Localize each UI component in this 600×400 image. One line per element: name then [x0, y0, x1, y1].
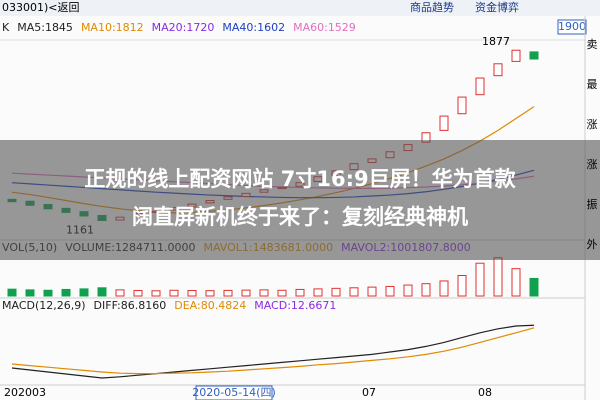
back-link[interactable]: 033001)<返回 — [2, 1, 80, 14]
date-label: 08 — [478, 386, 492, 399]
banner-line: 正规的线上配资网站 7寸16:9巨屏！华为首款 — [84, 167, 516, 191]
side-label: 振 — [587, 197, 598, 211]
banner-line: 阔直屏新机终于来了：复刻经典神机 — [132, 205, 468, 229]
tab[interactable]: 商品趋势 — [410, 0, 454, 14]
date-label: 2020-05-14(四) — [192, 386, 276, 399]
indicator-value: MA40:1602 — [222, 21, 285, 34]
volume-bar — [7, 288, 17, 297]
tab[interactable]: 资金博弈 — [475, 0, 519, 14]
indicator-value: MA20:1720 — [152, 21, 215, 34]
candle — [529, 51, 539, 60]
volume-bar — [295, 288, 305, 297]
top-bar — [0, 0, 600, 16]
volume-bar — [151, 290, 161, 297]
volume-bar — [79, 288, 89, 297]
side-label: 最 — [587, 78, 598, 91]
macd-line — [11, 327, 535, 375]
volume-bar — [475, 262, 485, 297]
volume-bar — [403, 284, 413, 297]
side-label: 卖 — [587, 38, 598, 51]
indicator-value: MACD:12.6671 — [254, 299, 336, 312]
candle — [493, 63, 503, 77]
indicator-value: MA5:1845 — [17, 21, 73, 34]
price-annotation: 1877 — [482, 35, 510, 48]
volume-bar — [97, 287, 107, 297]
volume-bar — [511, 268, 521, 297]
volume-bar — [169, 289, 179, 297]
candle — [511, 49, 521, 62]
indicator-value: MA60:1529 — [293, 21, 356, 34]
volume-bar — [259, 289, 269, 297]
side-label: 外 — [587, 238, 598, 251]
row-label: MACD(12,26,9) — [2, 299, 86, 312]
volume-bar — [439, 280, 449, 297]
volume-bar — [349, 287, 359, 297]
volume-bar — [205, 290, 215, 297]
candle — [457, 96, 467, 115]
volume-bar — [331, 287, 341, 297]
indicator-value: MA10:1812 — [81, 21, 144, 34]
price-box — [557, 19, 587, 35]
side-label: 涨 — [587, 158, 598, 171]
indicator-value: DIFF:86.8160 — [94, 299, 167, 312]
volume-bar — [493, 257, 503, 297]
volume-bar — [385, 285, 395, 297]
volume-bar — [457, 275, 467, 297]
volume-bar — [241, 289, 251, 297]
banner-bg — [0, 140, 600, 260]
volume-bar — [223, 289, 233, 297]
candle — [475, 77, 485, 96]
volume-bar — [367, 286, 377, 297]
date-label: 07 — [362, 386, 376, 399]
indicator-value: DEA:80.4824 — [174, 299, 246, 312]
volume-bar — [421, 283, 431, 297]
volume-bar — [43, 289, 53, 297]
volume-bar — [133, 290, 143, 297]
volume-bar — [529, 277, 539, 297]
volume-bar — [277, 289, 287, 297]
volume-bar — [61, 288, 71, 297]
volume-bar — [313, 288, 323, 297]
date-box — [195, 385, 273, 400]
volume-bar — [25, 289, 35, 297]
price-box-text: 1900 — [558, 20, 586, 33]
macd-line — [11, 324, 535, 379]
volume-bar — [187, 290, 197, 297]
row-label: K — [2, 21, 10, 34]
side-label: 涨 — [587, 118, 598, 131]
date-label: 202003 — [4, 386, 46, 399]
volume-bar — [115, 289, 125, 297]
candle — [439, 115, 449, 131]
